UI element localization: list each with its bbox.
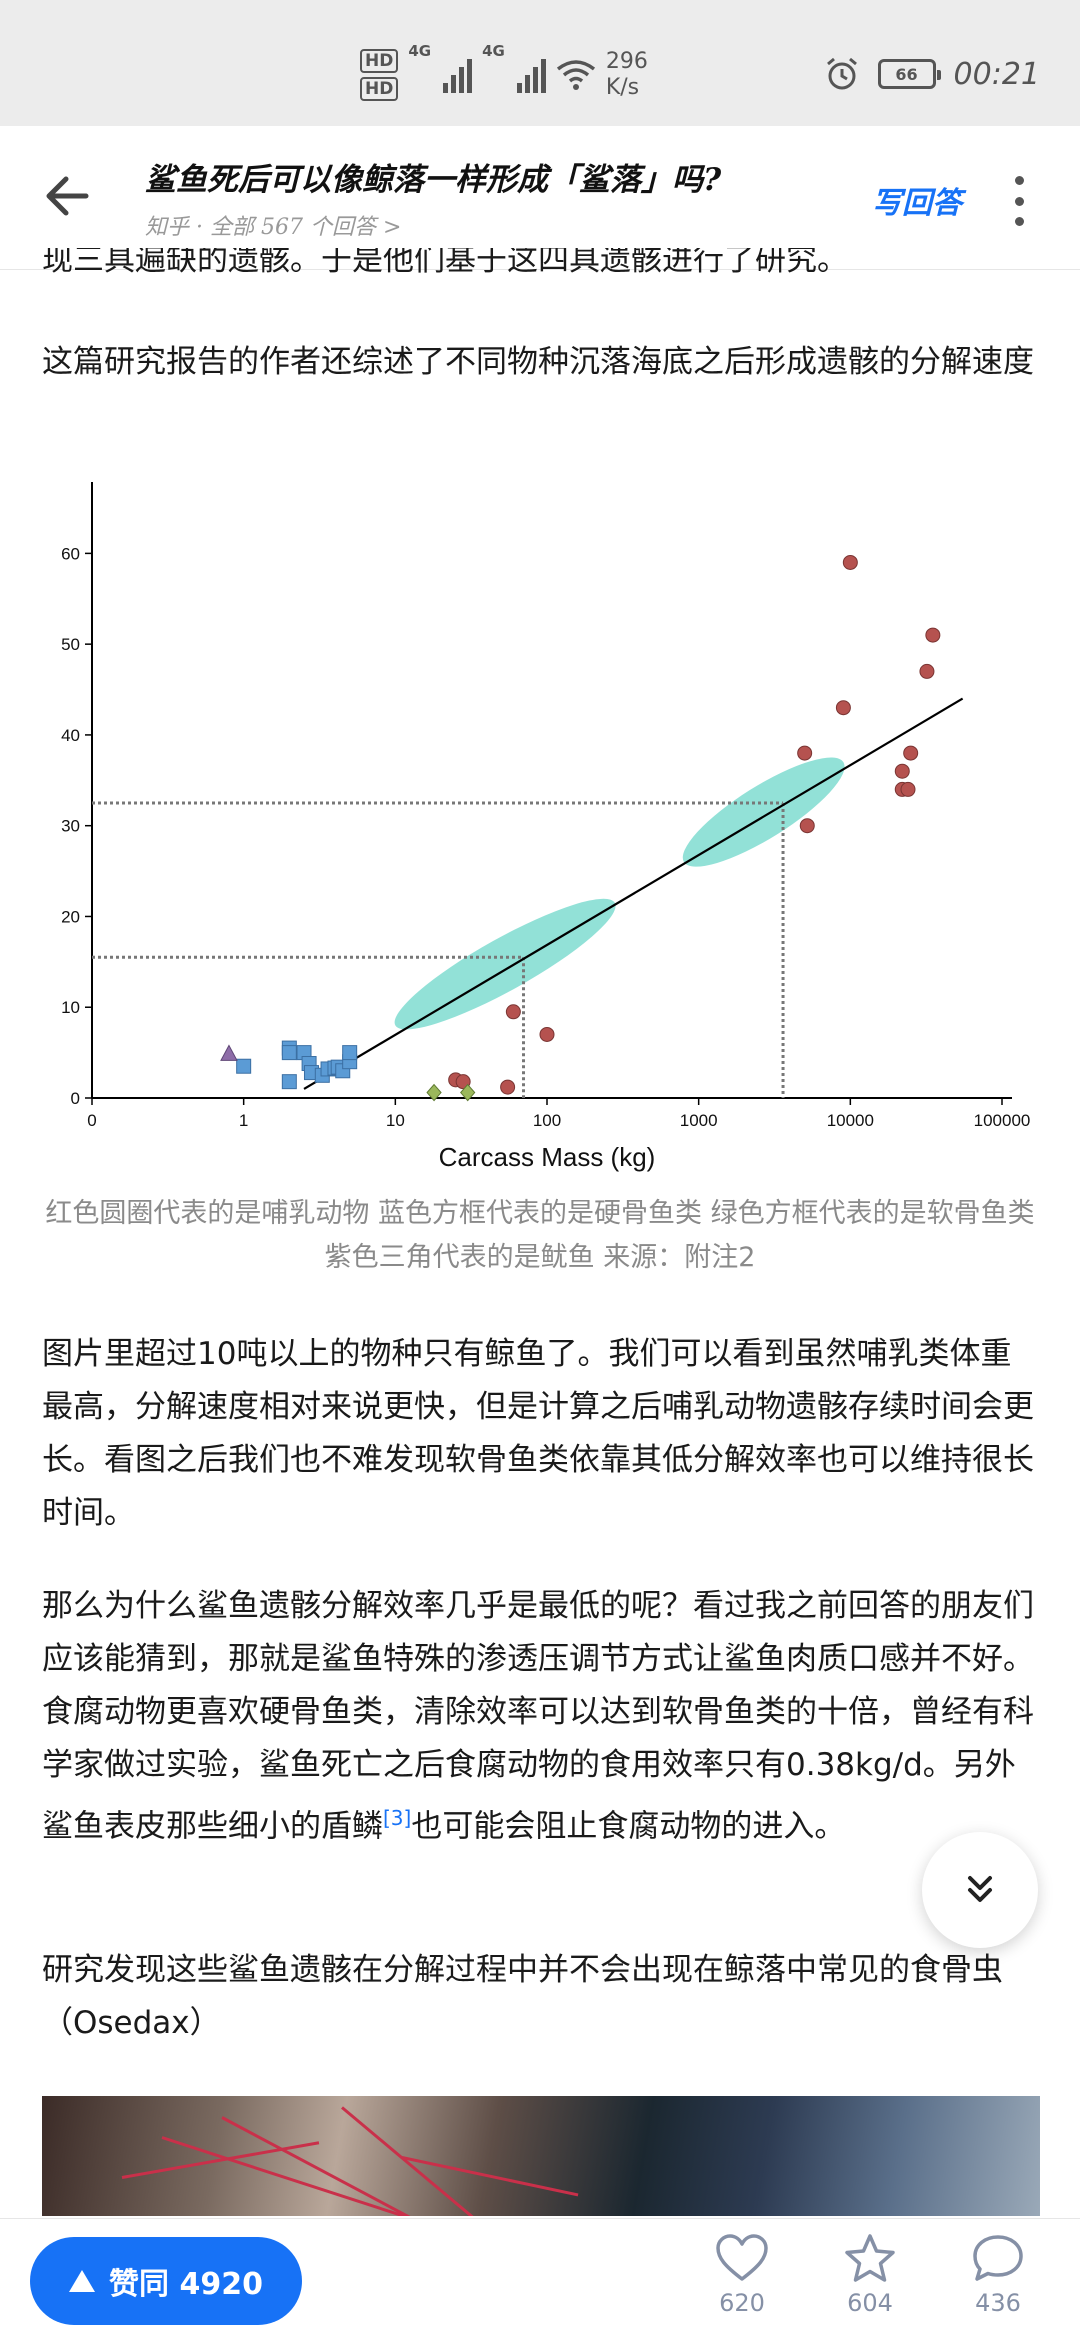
double-chevron-down-icon: [968, 1876, 992, 1902]
chart-axes: [85, 482, 1012, 1105]
mammal-point: [539, 1026, 555, 1042]
chart-labels: 0 10 20 30 40 50 60 0 1 10 100 1000 10000 100000 Carca…: [61, 544, 1031, 1172]
like-button[interactable]: 620: [702, 2233, 782, 2317]
x-tick-label: 0: [87, 1111, 96, 1130]
upvote-button[interactable]: 赞同 4920: [30, 2237, 302, 2325]
speed-value: 296: [605, 49, 648, 74]
teleost-point: [342, 1045, 358, 1061]
network-type-1: 4G: [408, 42, 432, 60]
elasmobranch-point: [426, 1083, 442, 1102]
elasmobranch-point: [460, 1083, 476, 1102]
mammal-point: [903, 745, 919, 761]
clock: 00:21: [953, 56, 1040, 92]
paragraph-2-text-a: 那么为什么鲨鱼遗骸分解效率几乎是最低的呢？看过我之前回答的朋友们应该能猜到，那就…: [42, 1588, 1034, 1845]
y-tick-label: 40: [61, 726, 80, 745]
chart-guides: [92, 801, 785, 1098]
teleost-point: [281, 1045, 297, 1061]
y-tick-label: 30: [61, 817, 80, 836]
confidence-ellipse-2: [682, 757, 845, 867]
chart-ellipses: [394, 757, 845, 1030]
hd-badges: HD HD: [360, 49, 399, 101]
y-tick-label: 20: [61, 907, 80, 926]
comment-button[interactable]: 436: [958, 2233, 1038, 2317]
more-options-icon[interactable]: [1008, 176, 1030, 226]
network-indicators: HD HD 4G 4G 296 K/s: [360, 42, 648, 108]
intro-paragraph: 这篇研究报告的作者还综述了不同物种沉落海底之后形成遗骸的分解速度: [42, 344, 1034, 380]
chart-points: [220, 554, 941, 1102]
signal-icon-2: [516, 57, 546, 93]
x-tick-label: 1: [239, 1111, 248, 1130]
answer-count-link[interactable]: 知乎 · 全部 567 个回答 >: [145, 215, 402, 240]
bottom-action-bar: 赞同 4920 620 604 436: [0, 2218, 1080, 2340]
y-tick-label: 10: [61, 998, 80, 1017]
status-bar: HD HD 4G 4G 296 K/s 66 00:21: [0, 0, 1080, 126]
teleost-point: [281, 1074, 297, 1090]
paragraph-1: 图片里超过10吨以上的物种只有鲸鱼了。我们可以看到虽然哺乳类体重最高，分解速度相…: [42, 1336, 1034, 1531]
star-icon: [845, 2234, 895, 2282]
paragraph-2-text-b: 也可能会阻止食腐动物的进入。: [411, 1808, 846, 1845]
hd1-badge: HD: [360, 49, 399, 73]
question-title[interactable]: 鲨鱼死后可以像鲸落一样形成「鲨落」吗?: [145, 162, 722, 198]
mammal-point: [900, 781, 916, 797]
question-header: 鲨鱼死后可以像鲸落一样形成「鲨落」吗? 知乎 · 全部 567 个回答 > 写回…: [0, 126, 1080, 270]
teleost-point: [236, 1058, 252, 1074]
scroll-next-button[interactable]: [922, 1832, 1038, 1948]
mammal-point: [505, 1004, 521, 1020]
battery-icon: 66: [877, 59, 941, 89]
hd2-badge: HD: [360, 77, 399, 101]
mammal-point: [919, 663, 935, 679]
paragraph-3: 研究发现这些鲨鱼遗骸在分解过程中并不会出现在鲸落中常见的食骨虫（Osedax）: [42, 1952, 1003, 2041]
signal-icon: [443, 57, 473, 93]
chart-fit-line: [303, 697, 964, 1090]
heart-icon: [716, 2234, 768, 2281]
write-answer-button[interactable]: 写回答: [872, 186, 962, 221]
partial-paragraph: 现三具遍缺的遗骸。于是他们基于这四具遗骸进行了研究。: [42, 248, 848, 278]
y-tick-label: 60: [61, 544, 80, 563]
alarm-icon: [826, 57, 857, 90]
x-tick-label: 100: [533, 1111, 561, 1130]
mammal-point: [797, 745, 813, 761]
mammal-point: [842, 554, 858, 570]
upvote-icon: [69, 2270, 96, 2292]
comment-count: 436: [975, 2289, 1021, 2317]
question-title-block[interactable]: 鲨鱼死后可以像鲸落一样形成「鲨落」吗? 知乎 · 全部 567 个回答 >: [145, 154, 845, 241]
back-arrow-icon[interactable]: [40, 166, 100, 226]
regression-line: [303, 697, 964, 1090]
comment-icon: [973, 2235, 1023, 2281]
network-speed: 296 K/s: [606, 49, 648, 101]
paragraph-2: 那么为什么鲨鱼遗骸分解效率几乎是最低的呢？看过我之前回答的朋友们应该能猜到，那就…: [42, 1580, 1038, 1853]
x-tick-label: 10000: [827, 1111, 874, 1130]
mammal-point: [500, 1079, 516, 1095]
y-tick-label: 50: [61, 635, 80, 654]
article-photo[interactable]: [42, 2096, 1040, 2216]
squid-point: [220, 1044, 238, 1061]
reference-link[interactable]: [3]: [383, 1806, 412, 1830]
network-type-2: 4G: [482, 42, 505, 60]
wifi-icon: [556, 60, 595, 90]
x-axis-label: Carcass Mass (kg): [439, 1142, 656, 1172]
x-tick-label: 10: [386, 1111, 405, 1130]
status-right: 66 00:21: [824, 56, 1040, 92]
mammal-point: [894, 763, 910, 779]
y-tick-label: 0: [71, 1089, 80, 1108]
scatter-chart: 0 10 20 30 40 50 60 0 1 10 100 1000 10000 100000 Carca…: [61, 482, 1031, 1172]
like-count: 620: [719, 2289, 765, 2317]
speed-unit: K/s: [605, 75, 640, 100]
chart-caption: 红色圆圈代表的是哺乳动物 蓝色方框代表的是硬骨鱼类 绿色方框代表的是软骨鱼类 紫…: [45, 1198, 1035, 1273]
favorite-button[interactable]: 604: [830, 2233, 910, 2317]
x-tick-label: 100000: [974, 1111, 1031, 1130]
mammal-point: [925, 627, 941, 643]
favorite-count: 604: [847, 2289, 893, 2317]
x-tick-label: 1000: [680, 1111, 718, 1130]
upvote-label: 赞同 4920: [109, 2267, 263, 2302]
mammal-point: [835, 700, 851, 716]
mammal-point: [799, 818, 815, 834]
confidence-ellipse-1: [394, 898, 616, 1030]
